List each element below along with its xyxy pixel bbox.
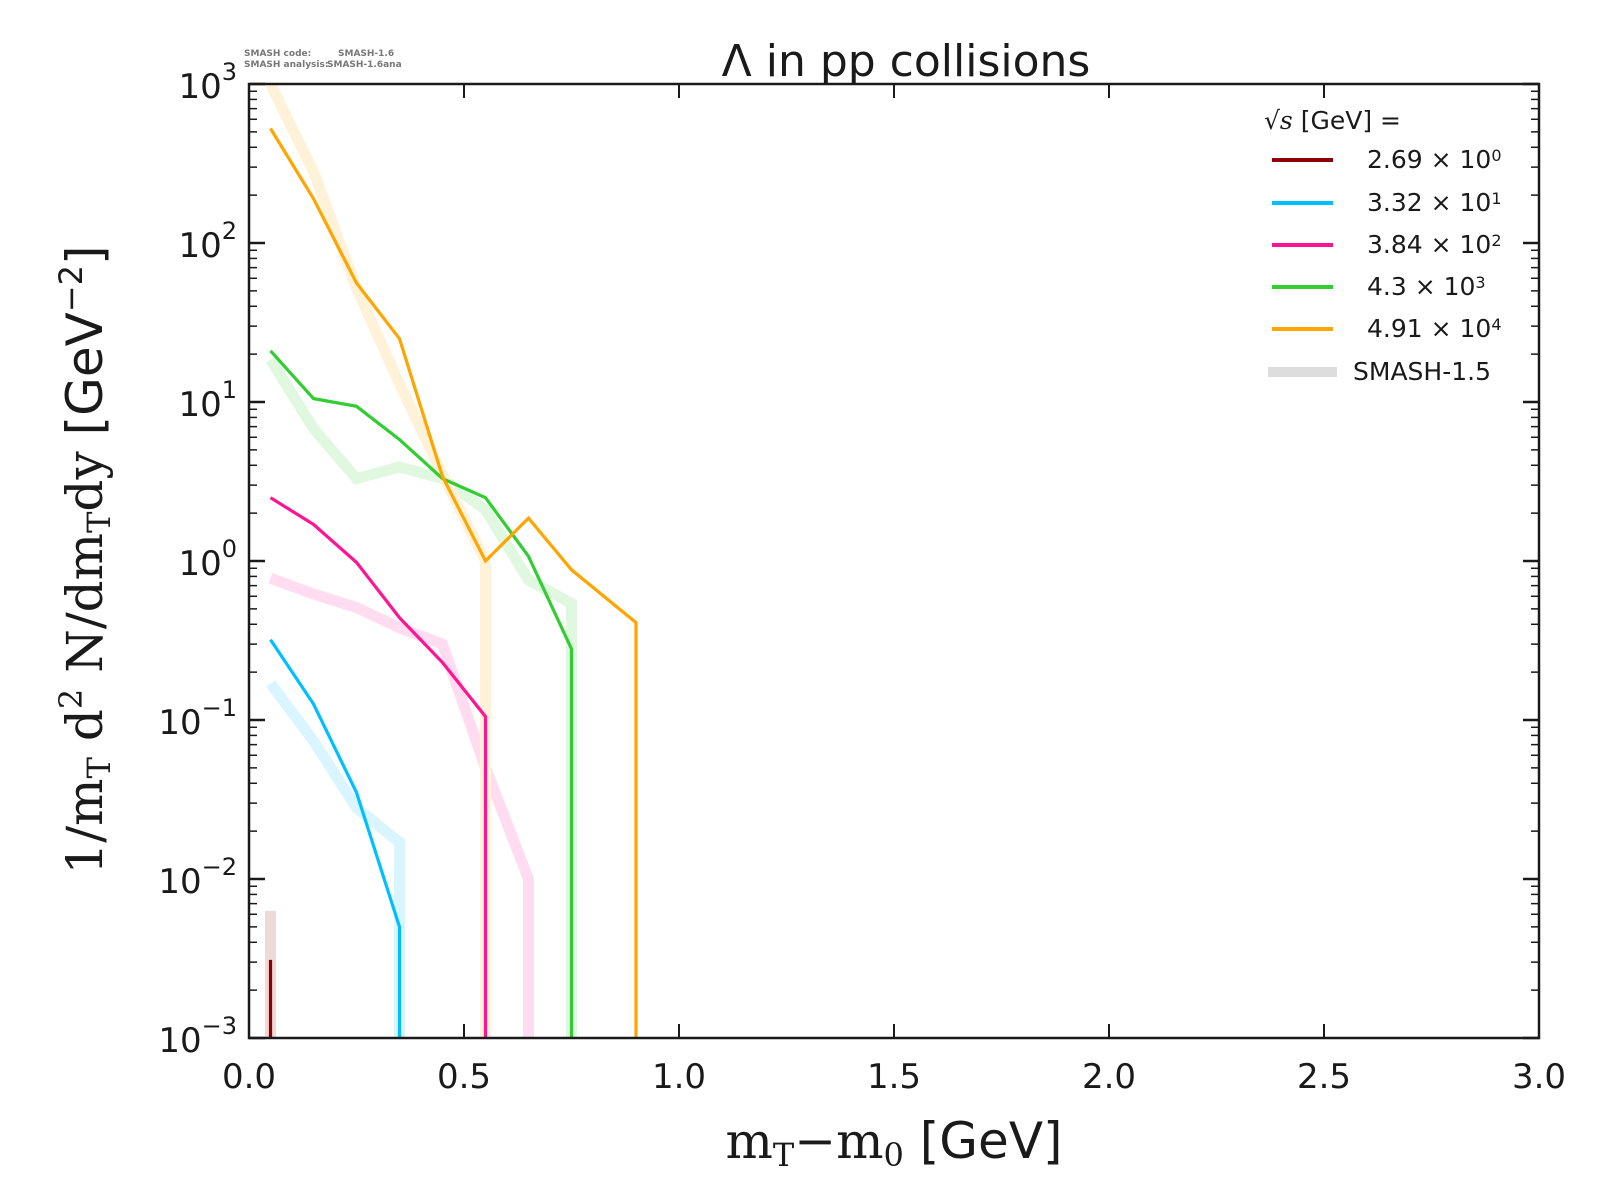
legend-mantissa: 2.69 xyxy=(1367,145,1423,174)
legend-times: × 10 xyxy=(1423,145,1492,174)
y-tick-label: 103 xyxy=(178,58,237,107)
legend-times: × 10 xyxy=(1423,314,1492,343)
legend-exponent: 0 xyxy=(1491,146,1501,165)
x-tick-label: 0.5 xyxy=(437,1057,491,1097)
y-label-sup2: −2 xyxy=(52,265,90,312)
legend-label: 2.69 × 100 xyxy=(1367,145,1502,174)
legend-entry: 4.3 × 103 xyxy=(1272,272,1486,301)
legend-label: 3.32 × 101 xyxy=(1367,188,1502,217)
version-info: SMASH code: SMASH-1.6 SMASH analysis: SM… xyxy=(244,49,402,70)
y-label-close: ] xyxy=(56,245,114,265)
legend-mantissa: 4.3 xyxy=(1367,272,1407,301)
x-label-sub2: 0 xyxy=(884,1136,904,1174)
legend-entry: 4.91 × 104 xyxy=(1272,314,1502,343)
series-line-3-32-10-1-smash-1-5 xyxy=(266,680,405,1038)
y-tick-exponent: −3 xyxy=(202,1012,237,1040)
version-code-label: SMASH code: xyxy=(244,49,311,59)
y-tick-label: 100 xyxy=(178,535,237,584)
y-tick-base: 10 xyxy=(158,862,201,902)
x-tick-label: 0.0 xyxy=(222,1057,276,1097)
y-tick-exponent: 1 xyxy=(222,376,237,404)
y-axis-label: 1/mT d2 N/dmTdy [GeV−2] xyxy=(52,245,118,874)
series-line-4-91-10-4 xyxy=(269,127,638,1038)
plot-frame xyxy=(247,82,1541,1040)
legend-label: 3.84 × 102 xyxy=(1367,230,1502,259)
legend-exponent: 3 xyxy=(1475,273,1485,292)
y-tick-label: 102 xyxy=(178,217,237,266)
legend-mantissa: 3.84 xyxy=(1367,230,1423,259)
y-label-p1: 1/m xyxy=(56,778,114,874)
y-label-unit: [GeV xyxy=(56,312,114,435)
x-label-minus: − xyxy=(794,1112,836,1170)
legend-label: SMASH-1.5 xyxy=(1353,357,1491,386)
series-layer xyxy=(264,84,638,1038)
y-label-sub1: T xyxy=(80,756,118,778)
y-label-sub2: T xyxy=(80,511,118,533)
y-tick-base: 10 xyxy=(178,226,221,266)
x-tick-label: 2.0 xyxy=(1082,1057,1136,1097)
series-line-3-84-10-2-smash-1-5 xyxy=(268,573,534,1038)
y-tick-base: 10 xyxy=(178,385,221,425)
y-tick-label: 10−3 xyxy=(158,1012,237,1061)
legend-title: √s [GeV] = xyxy=(1264,106,1401,135)
y-tick-exponent: 2 xyxy=(222,217,237,245)
y-tick-base: 10 xyxy=(158,703,201,743)
y-tick-exponent: 3 xyxy=(222,58,237,86)
y-tick-base: 10 xyxy=(178,67,221,107)
x-axis-label: mT−m0 [GeV] xyxy=(725,1112,1062,1174)
plot-border xyxy=(247,82,1541,1040)
version-code-value: SMASH-1.6 xyxy=(338,49,394,59)
legend-exponent: 2 xyxy=(1491,231,1501,250)
y-tick-exponent: −1 xyxy=(202,694,237,722)
y-tick-base: 10 xyxy=(178,544,221,584)
axis-ticks xyxy=(248,82,1540,1040)
legend-exponent: 1 xyxy=(1491,189,1501,208)
axis-tick-labels: 0.0 0.5 1.0 1.5 2.0 2.5 3.010−310−210−11001011… xyxy=(158,58,1566,1097)
y-tick-label: 10−1 xyxy=(158,694,237,743)
y-label-p3: N/dm xyxy=(56,533,114,689)
version-analysis-label: SMASH analysis: xyxy=(244,60,328,70)
y-tick-base: 10 xyxy=(158,1021,201,1061)
legend-entry: SMASH-1.5 xyxy=(1268,357,1491,386)
y-label-sup1: 2 xyxy=(52,689,90,709)
legend-entry: 2.69 × 100 xyxy=(1272,145,1502,174)
legend-entry: 3.84 × 102 xyxy=(1272,230,1502,259)
x-tick-label: 1.0 xyxy=(652,1057,706,1097)
legend-title-rest: [GeV] = xyxy=(1293,106,1401,135)
x-label-m1: m xyxy=(725,1112,772,1170)
x-tick-label: 3.0 xyxy=(1512,1057,1566,1097)
x-label-m2: m xyxy=(836,1112,883,1170)
version-analysis-value: SMASH-1.6ana xyxy=(327,60,402,70)
x-tick-label: 2.5 xyxy=(1297,1057,1351,1097)
y-tick-exponent: 0 xyxy=(222,535,237,563)
legend-mantissa: 3.32 xyxy=(1367,188,1423,217)
legend-entry: 3.32 × 101 xyxy=(1272,188,1502,217)
legend-title-sqrt: √s xyxy=(1264,106,1293,135)
legend-times: × 10 xyxy=(1407,272,1476,301)
x-label-unit: [GeV] xyxy=(904,1112,1063,1170)
x-label-sub1: T xyxy=(773,1136,795,1174)
legend-label: 4.3 × 103 xyxy=(1367,272,1486,301)
legend-exponent: 4 xyxy=(1491,315,1501,334)
legend-mantissa: 4.91 xyxy=(1367,314,1423,343)
chart-title: Λ in pp collisions xyxy=(722,36,1091,87)
x-tick-label: 1.5 xyxy=(867,1057,921,1097)
legend-times: × 10 xyxy=(1423,230,1492,259)
y-label-p4: dy xyxy=(56,435,114,511)
legend-label: 4.91 × 104 xyxy=(1367,314,1502,343)
y-label-p2: d xyxy=(56,709,114,757)
y-tick-label: 10−2 xyxy=(158,853,237,902)
y-tick-label: 101 xyxy=(178,376,237,425)
legend-times: × 10 xyxy=(1423,188,1492,217)
series-line-3-84-10-2 xyxy=(269,496,488,1038)
series-line-4-91-10-4-smash-1-5 xyxy=(264,84,491,1038)
y-tick-exponent: −2 xyxy=(202,853,237,881)
